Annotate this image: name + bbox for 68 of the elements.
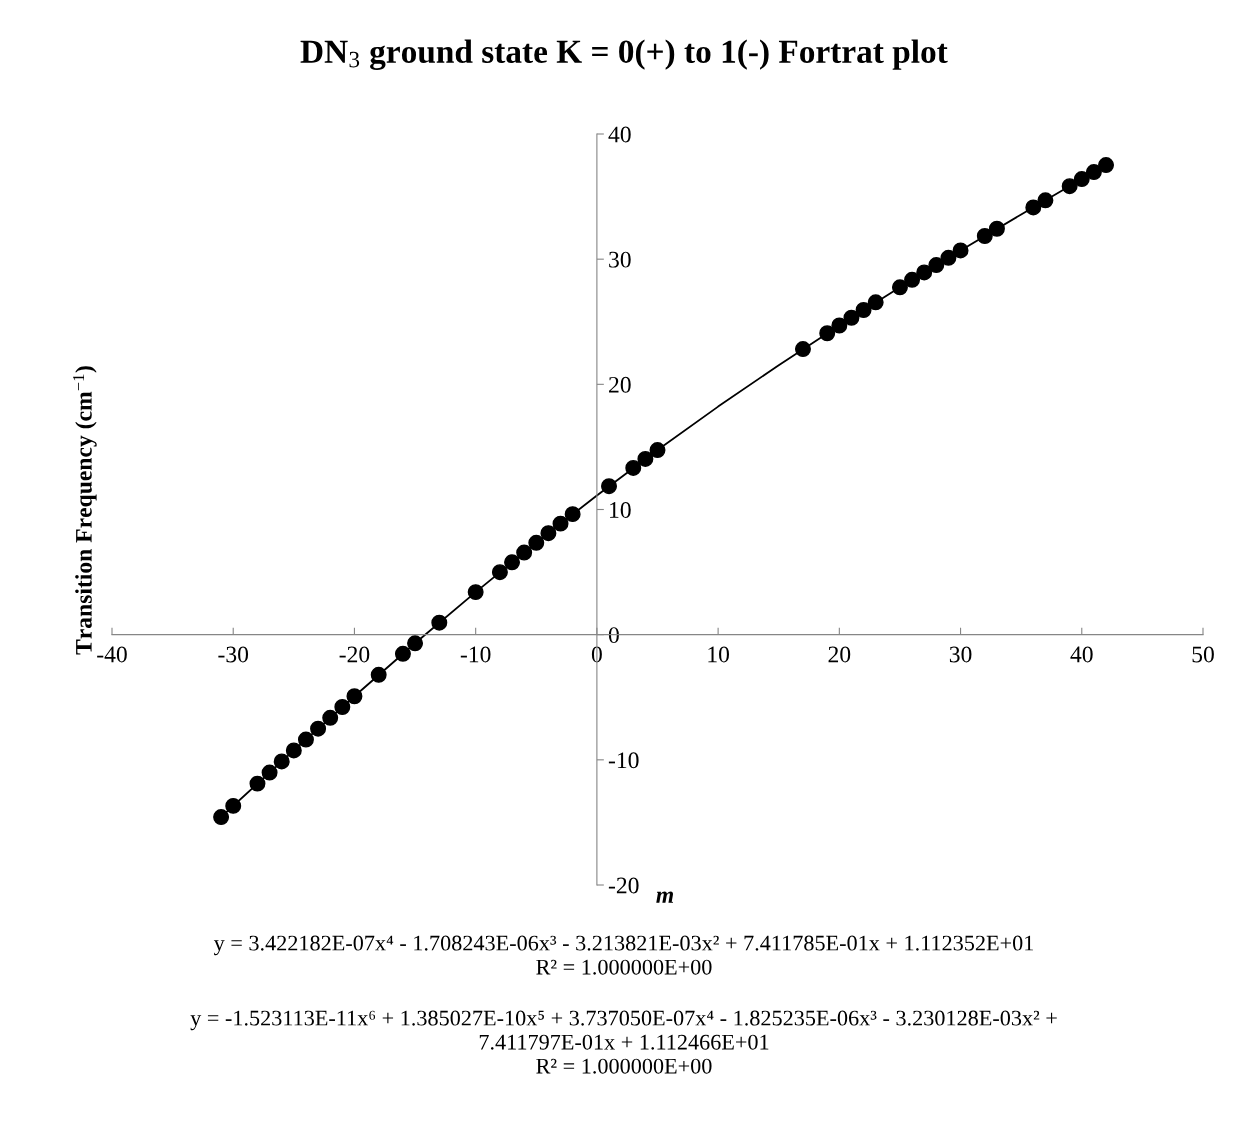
point [928, 257, 945, 274]
y-tick-label: -10 [608, 752, 639, 769]
x-tick-label: 40 [1070, 646, 1093, 663]
point [285, 742, 302, 759]
point [1073, 171, 1090, 188]
point [540, 525, 557, 542]
point [394, 645, 411, 662]
x-tick-label: 30 [949, 646, 972, 663]
x-tick-label: -20 [339, 646, 370, 663]
point [1085, 164, 1102, 181]
point [431, 614, 448, 631]
x-axis-title: m [656, 891, 674, 903]
text: y = -1.523113E-11x⁶ + 1.385027E-10x⁵ + 3.737050E-07x⁴ - 1.825235E-06x³ - 3.230128E-03x² + 7.411797E-01x + 1.112466E+01 R² = 1.000000E+00 [190, 1010, 1057, 1074]
point [1037, 192, 1054, 209]
point [310, 720, 327, 737]
y-tick-label: 20 [609, 376, 631, 393]
x-tick-label: -40 [97, 646, 127, 663]
point [1061, 178, 1078, 195]
x-tick-label: 10 [708, 646, 730, 663]
point [249, 775, 266, 792]
point [867, 294, 884, 311]
point [843, 309, 860, 326]
point [370, 666, 387, 683]
point [855, 302, 872, 318]
y-axis-title: Transition Frequency (cm$^{−1}$) [73, 366, 97, 655]
point [297, 731, 314, 748]
point [637, 450, 654, 467]
point [491, 564, 508, 581]
x-tick-label: -30 [218, 646, 249, 663]
point [1025, 199, 1042, 216]
point [1098, 157, 1115, 174]
x-tick-label: 20 [828, 646, 851, 663]
point [988, 220, 1005, 237]
point [407, 635, 424, 652]
point [528, 534, 545, 551]
point [552, 515, 569, 532]
point [625, 459, 642, 476]
point [831, 317, 848, 334]
y-tick-label: 30 [609, 251, 631, 268]
text: y = 3.422182E-07x⁴ - 1.708243E-06x³ - 3.213821E-03x² + 7.411785E-01x + 1.112352E+01 R² = 1.000000E+00 [213, 935, 1034, 975]
point [334, 699, 351, 715]
point [916, 264, 933, 281]
point [516, 544, 533, 561]
point [891, 279, 908, 296]
point [952, 242, 969, 259]
y-tick-label: -20 [608, 877, 639, 894]
point [261, 764, 278, 781]
x-tick-label: 50 [1192, 646, 1214, 663]
point [213, 809, 230, 826]
point [504, 554, 521, 571]
y-tick-label: 40 [608, 126, 631, 143]
point [940, 249, 957, 266]
point [601, 478, 617, 495]
chart-title: DN$_{3}$ ground state K = 0(+) to 1(-) Fortrat plot [300, 39, 948, 70]
point [904, 271, 921, 288]
point [649, 442, 666, 459]
x-tick-label: 0 [591, 646, 602, 663]
point [564, 506, 581, 523]
y-tick-label: 10 [610, 501, 631, 518]
point [273, 753, 290, 770]
point [225, 797, 242, 814]
point [346, 688, 363, 705]
x-tick-label: -10 [460, 646, 491, 663]
point [322, 709, 339, 726]
point [819, 325, 836, 342]
point [976, 228, 993, 244]
point [467, 584, 484, 601]
point [794, 341, 811, 358]
